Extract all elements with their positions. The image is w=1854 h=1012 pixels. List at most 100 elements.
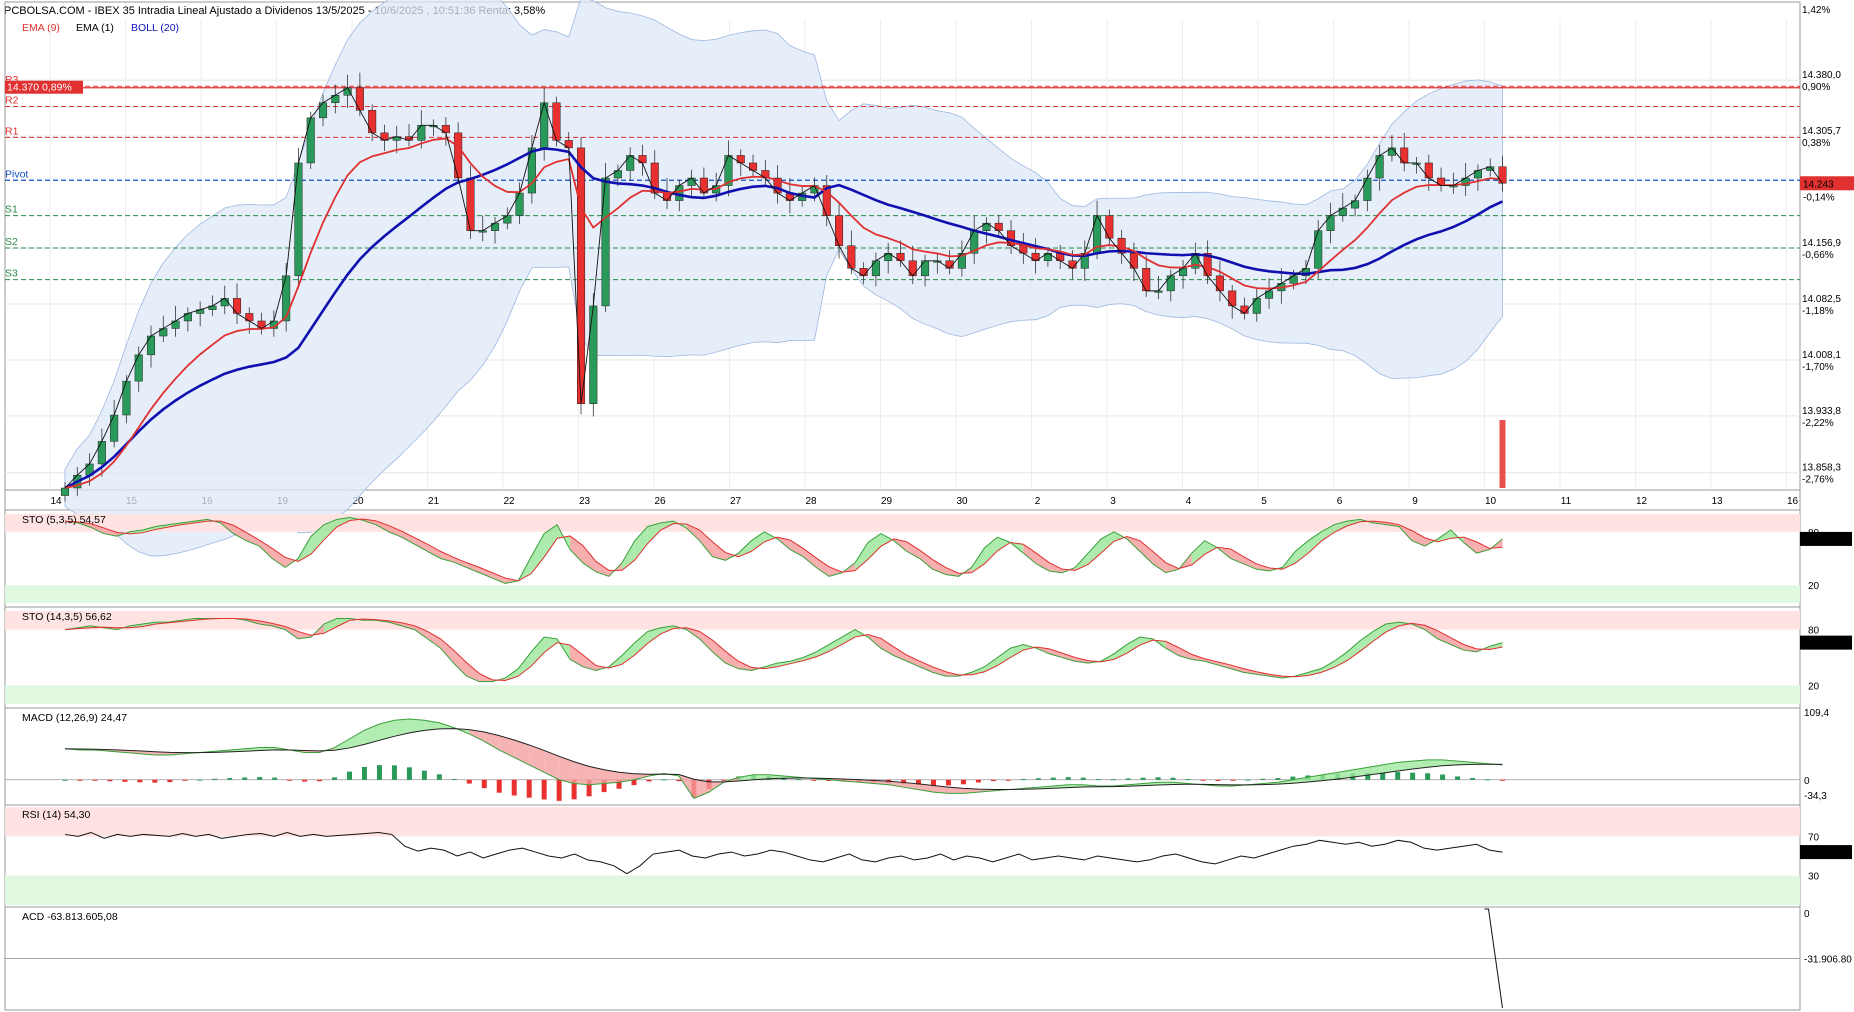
macd-histogram-bar xyxy=(1470,778,1476,780)
macd-histogram-bar xyxy=(811,779,817,781)
sto1-fill xyxy=(790,540,804,557)
sto1-fill xyxy=(505,578,519,584)
sto1-fill xyxy=(311,524,325,555)
macd-histogram-bar xyxy=(616,779,622,789)
sto2-fill xyxy=(816,644,830,657)
candle-body xyxy=(626,155,635,171)
x-tick-label: 9 xyxy=(1412,496,1418,507)
sto1-fill xyxy=(1139,540,1153,564)
candle-body xyxy=(1326,215,1335,231)
x-tick-label: 14 xyxy=(50,496,62,507)
sto1-fill xyxy=(570,535,584,563)
sto1-fill xyxy=(427,544,441,559)
sto2-fill xyxy=(1437,630,1451,645)
y-tick-pct: -0,66% xyxy=(1802,250,1834,261)
macd-histogram-bar xyxy=(631,779,637,786)
candle-body xyxy=(601,177,610,307)
sto1-fill xyxy=(142,526,156,533)
sto2-fill xyxy=(570,645,584,667)
macd-histogram-bar xyxy=(601,779,607,793)
candle-body xyxy=(1252,298,1261,314)
macd-histogram-bar xyxy=(930,779,936,786)
macd-histogram-bar xyxy=(1245,779,1251,781)
macd-histogram-bar xyxy=(916,779,922,785)
macd-histogram-bar xyxy=(361,766,367,780)
y-tick-label: 14.082,5 xyxy=(1802,294,1841,305)
sto2-fill xyxy=(1062,653,1076,662)
sto2-fill xyxy=(699,631,713,652)
macd-histogram-bar xyxy=(92,779,98,781)
y-tick-pct: -1,70% xyxy=(1802,362,1834,373)
pivot-label-r2: R2 xyxy=(5,95,19,107)
pivot-label-s3: S3 xyxy=(5,268,18,280)
sto2-fill xyxy=(1165,641,1179,656)
candle-body xyxy=(908,260,917,277)
sto2-fill xyxy=(1450,637,1464,651)
candle-body xyxy=(1142,268,1151,292)
sto1-fill xyxy=(401,531,415,545)
sto2-fill xyxy=(1075,657,1089,664)
macd-histogram-bar xyxy=(466,779,472,784)
candle-body xyxy=(515,192,524,216)
macd-tick-top: 109,4 xyxy=(1804,708,1829,719)
macd-histogram-bar xyxy=(152,779,158,783)
candle-body xyxy=(871,260,880,277)
sto1-fill xyxy=(647,522,661,544)
sto2-fill xyxy=(505,668,519,681)
sto2-fill xyxy=(1049,648,1063,658)
candle-body xyxy=(1314,230,1323,269)
sto1-fill xyxy=(414,537,428,552)
x-tick-label: 20 xyxy=(352,496,364,507)
sto2-fill xyxy=(1385,622,1399,633)
sto1-fill xyxy=(155,524,169,530)
x-tick-label: 3 xyxy=(1110,496,1116,507)
volume-bar xyxy=(1499,420,1506,488)
macd-histogram-bar xyxy=(960,779,966,785)
y-tick-pct: -2,76% xyxy=(1802,475,1834,486)
macd-histogram-bar xyxy=(901,779,907,785)
sto1-fill xyxy=(544,524,558,558)
macd-histogram-bar xyxy=(1485,779,1491,781)
acd-title: ACD -63.813.605,08 xyxy=(22,911,118,923)
rsi-last-value: 54,303 xyxy=(1803,848,1834,859)
sto2-fill xyxy=(272,623,286,630)
sto2-fill xyxy=(285,626,299,639)
x-tick-label: 6 xyxy=(1337,496,1343,507)
last-price-pct: -0,14% xyxy=(1803,192,1835,203)
pivot-label-s2: S2 xyxy=(5,236,18,248)
candle-body xyxy=(60,487,70,496)
x-tick-label: 27 xyxy=(730,496,742,507)
sto2-d-line xyxy=(64,617,1503,681)
macd-histogram-bar xyxy=(137,779,143,783)
macd-histogram-bar xyxy=(182,779,188,781)
sto1-fill xyxy=(388,525,402,538)
macd-histogram-bar xyxy=(62,779,68,781)
sto2-fill xyxy=(427,631,441,649)
macd-fill xyxy=(499,735,515,758)
candle-body xyxy=(122,380,131,416)
sto1-level-20: 20 xyxy=(1808,581,1820,592)
macd-line xyxy=(64,718,1503,799)
sto2-fill xyxy=(842,629,855,645)
macd-histogram-bar xyxy=(242,777,248,780)
macd-histogram-bar xyxy=(406,767,412,780)
macd-histogram-bar xyxy=(257,777,263,780)
macd-histogram-bar xyxy=(1035,778,1041,780)
y-tick-label: 13.858,3 xyxy=(1802,463,1841,474)
sto1-fill xyxy=(686,524,700,541)
sto1-fill xyxy=(621,540,635,571)
rsi-line xyxy=(64,831,1503,875)
sto2-fill xyxy=(919,661,933,673)
sto1-fill xyxy=(1113,531,1127,542)
sto1-overbought-zone xyxy=(5,514,1800,532)
macd-histogram-bar xyxy=(571,779,577,800)
sto1-fill xyxy=(1191,540,1205,566)
x-tick-label: 28 xyxy=(805,496,817,507)
sto1-fill xyxy=(466,562,480,573)
macd-title: MACD (12,26,9) 24,47 xyxy=(22,712,127,724)
sto1-fill xyxy=(854,542,868,571)
x-tick-label: 13 xyxy=(1711,496,1723,507)
candle-body xyxy=(589,305,598,404)
sto2-fill xyxy=(259,620,273,626)
